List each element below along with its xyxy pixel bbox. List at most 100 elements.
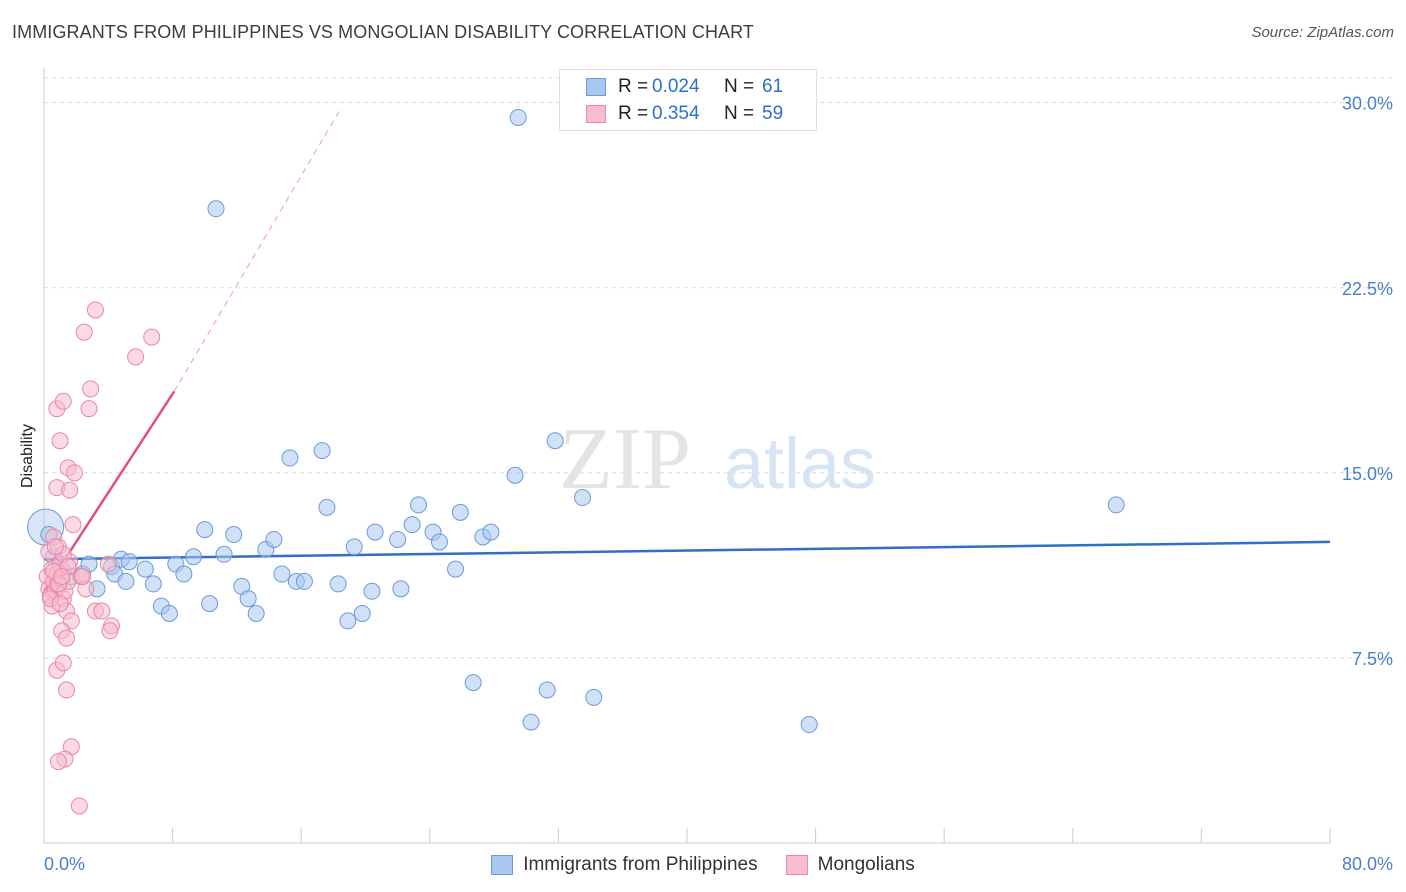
data-point-philippines xyxy=(225,526,243,544)
legend-item-mongolians[interactable]: Mongolians xyxy=(785,854,915,876)
x-tick-label-max: 80.0% xyxy=(1342,854,1393,874)
trend-lines xyxy=(42,107,1331,592)
legend-swatch-mongolians xyxy=(785,855,808,875)
y-tick-label: 30.0% xyxy=(1342,94,1393,114)
data-point-philippines xyxy=(464,674,482,692)
data-point-philippines xyxy=(144,575,162,593)
data-point-mongolians xyxy=(80,400,98,418)
legend-item-philippines[interactable]: Immigrants from Philippines xyxy=(491,854,758,876)
legend-swatch-philippines xyxy=(586,78,606,96)
legend-r-label: R = xyxy=(618,103,649,124)
data-point-mongolians xyxy=(99,555,117,573)
data-point-mongolians xyxy=(61,481,79,499)
data-point-mongolians xyxy=(93,602,111,620)
legend-r-label: R = xyxy=(618,76,649,97)
data-point-mongolians xyxy=(82,380,100,398)
data-point-mongolians xyxy=(75,323,93,341)
data-point-philippines xyxy=(207,200,225,218)
data-point-philippines xyxy=(339,612,357,630)
data-point-philippines xyxy=(363,582,381,600)
data-point-philippines xyxy=(585,688,603,706)
data-point-philippines xyxy=(201,595,219,613)
data-point-philippines xyxy=(120,553,138,571)
data-points xyxy=(27,108,1125,815)
tick-labels: 7.5% 15.0% 22.5% 30.0% 0.0% 80.0% xyxy=(44,94,1393,874)
data-point-mongolians xyxy=(66,464,84,482)
data-point-mongolians xyxy=(51,595,69,613)
watermark-atlas: atlas xyxy=(724,424,876,504)
legend-n-value: 59 xyxy=(762,103,784,124)
legend-label-philippines: Immigrants from Philippines xyxy=(523,854,758,875)
x-tick-label-min: 0.0% xyxy=(44,854,85,874)
axes xyxy=(43,68,1331,844)
data-point-philippines xyxy=(329,575,347,593)
data-point-philippines xyxy=(353,605,371,622)
data-point-philippines xyxy=(389,530,407,548)
legend-r-value: 0.354 xyxy=(652,103,700,124)
correlation-legend: R = 0.024 N = 61 R = 0.354 N = 59 xyxy=(559,69,817,131)
data-point-philippines xyxy=(160,605,178,622)
data-point-philippines xyxy=(247,605,265,622)
data-point-philippines xyxy=(196,521,214,539)
data-point-philippines xyxy=(318,498,336,516)
data-point-mongolians xyxy=(64,516,82,534)
series-legend: Immigrants from Philippines Mongolians xyxy=(0,851,1406,879)
data-point-mongolians xyxy=(54,392,72,410)
data-point-philippines xyxy=(215,545,233,563)
legend-label-mongolians: Mongolians xyxy=(817,854,915,875)
data-point-philippines xyxy=(546,432,564,450)
data-point-philippines xyxy=(447,560,465,578)
data-point-mongolians xyxy=(70,797,88,815)
data-point-philippines xyxy=(800,716,818,734)
data-point-philippines xyxy=(522,713,540,731)
data-point-philippines xyxy=(273,565,291,583)
data-point-philippines xyxy=(281,449,299,467)
data-point-mongolians xyxy=(74,567,92,585)
data-point-mongolians xyxy=(143,328,161,346)
data-point-philippines xyxy=(265,530,283,548)
data-point-mongolians xyxy=(58,681,76,699)
legend-row-philippines: R = 0.024 N = 61 xyxy=(586,75,783,99)
legend-swatch-mongolians xyxy=(586,105,606,123)
data-point-philippines xyxy=(366,523,384,541)
data-point-philippines xyxy=(574,489,592,507)
data-point-mongolians xyxy=(51,432,69,450)
trend-line-mongolians-extension xyxy=(173,107,342,392)
data-point-philippines xyxy=(1107,496,1125,514)
data-point-mongolians xyxy=(101,622,119,640)
data-point-philippines xyxy=(403,516,421,534)
data-point-philippines xyxy=(509,108,527,126)
data-point-philippines xyxy=(175,565,193,583)
source-credit: Source: ZipAtlas.com xyxy=(1251,24,1394,41)
legend-n-label: N = xyxy=(724,103,755,124)
data-point-philippines xyxy=(392,580,410,598)
data-point-philippines xyxy=(295,572,313,590)
data-point-mongolians xyxy=(86,301,104,319)
y-tick-label: 22.5% xyxy=(1342,279,1393,299)
data-point-mongolians xyxy=(127,348,145,366)
legend-n-label: N = xyxy=(724,76,755,97)
data-point-philippines xyxy=(430,533,448,551)
grid-lines xyxy=(44,77,1395,659)
data-point-philippines xyxy=(410,496,428,514)
trend-line-philippines xyxy=(43,540,1331,561)
data-point-mongolians xyxy=(58,629,76,647)
data-point-mongolians xyxy=(54,654,72,672)
data-point-philippines xyxy=(482,523,500,541)
legend-r-value: 0.024 xyxy=(652,76,700,97)
data-point-philippines xyxy=(451,503,469,521)
data-point-philippines xyxy=(538,681,556,699)
y-tick-label: 15.0% xyxy=(1342,464,1393,484)
data-point-philippines xyxy=(313,442,331,460)
chart-title: IMMIGRANTS FROM PHILIPPINES VS MONGOLIAN… xyxy=(12,22,755,42)
data-point-philippines xyxy=(184,548,202,566)
data-point-philippines xyxy=(136,560,154,578)
legend-row-mongolians: R = 0.354 N = 59 xyxy=(586,102,783,126)
data-point-philippines xyxy=(345,538,363,556)
data-point-philippines xyxy=(239,590,257,608)
legend-swatch-philippines xyxy=(491,855,514,875)
data-point-philippines xyxy=(506,466,524,484)
legend-n-value: 61 xyxy=(762,76,784,97)
data-point-philippines xyxy=(117,572,135,590)
